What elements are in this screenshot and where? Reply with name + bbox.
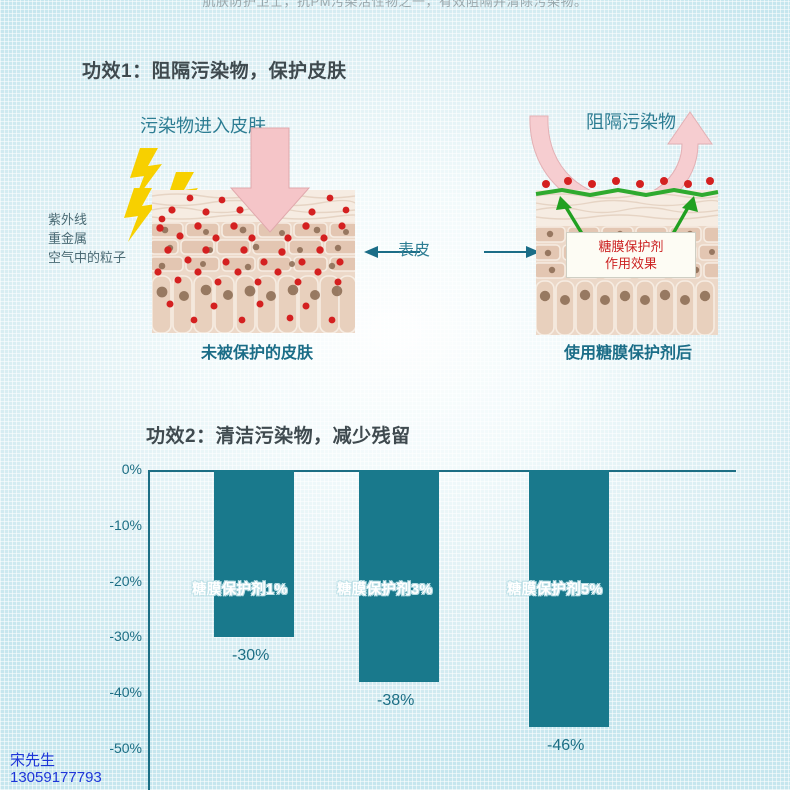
bar-category-label: 糖膜保护剂5% [507,582,603,598]
y-axis-tick: -50% [109,740,142,756]
y-axis-tick: -30% [109,628,142,645]
contact-name: 宋先生 [10,752,56,769]
chart-top-axis [148,470,736,472]
epidermis-label: 表皮 [398,242,431,259]
y-axis-tick: -20% [109,572,142,589]
y-axis-tick: 0% [121,461,142,477]
bar [214,470,294,638]
protected-skin-caption: 使用糖膜保护剂后 [563,345,692,362]
stimuli-line-uv: 紫外线 [48,212,88,227]
y-axis-tick: -10% [109,516,142,533]
stimuli-caption: 紫外线 重金属 空气中的粒子 [48,210,158,267]
pollutant-entering-skin-label: 污染物进入皮肤 [140,116,266,136]
agent-effect-line1: 糖膜保护剂 [598,239,664,254]
bar-value-label: -46% [547,736,585,754]
chart-y-axis [148,470,150,790]
y-axis-tick-layer: 0% -10% -20% -30% -40% -50% [96,460,736,790]
stimuli-line-particles: 空气中的粒子 [48,250,127,265]
unprotected-skin-caption: 未被保护的皮肤 [200,345,313,362]
section-1-title: 功效1：阻隔污染物，保护皮肤 [82,61,347,82]
barrier-film-line [535,188,719,197]
bar [529,470,609,727]
bar-value-label: -30% [232,647,270,665]
contact-info: 宋先生 13059177793 [10,752,102,786]
section-2-title: 功效2：清洁污染物，减少残留 [146,426,411,447]
bar-category-label: 糖膜保护剂1% [192,582,288,598]
block-pollutant-label: 阻隔污染物 [586,112,676,132]
repelled-particles [542,177,714,188]
bar [359,470,439,683]
epidermis-double-arrow-icon [364,246,540,258]
protected-skin-diagram [529,111,719,335]
pollutant-down-arrow-icon [229,127,311,233]
bar-value-label: -38% [377,692,415,710]
cleaning-efficacy-bar-chart: 0% -10% -20% -30% -40% -50% 糖膜保护剂1% -30% 糖膜保护剂3… [96,460,736,790]
agent-effect-callout: 糖膜保护剂 作用效果 [566,232,696,278]
top-paragraph: 肌肤防护卫士，抗PM污染活性物之一，有效阻隔并清除污染物。 [202,0,588,9]
bar-layer: 糖膜保护剂1% -30% 糖膜保护剂3% -38% 糖膜保护剂5% -46% [96,460,736,790]
stimuli-line-metal: 重金属 [48,231,88,246]
agent-effect-line2: 作用效果 [604,256,657,271]
contact-phone: 13059177793 [10,769,102,786]
bar-category-label: 糖膜保护剂3% [337,582,433,598]
y-axis-tick: -40% [109,684,142,701]
unprotected-skin-diagram [124,127,355,333]
